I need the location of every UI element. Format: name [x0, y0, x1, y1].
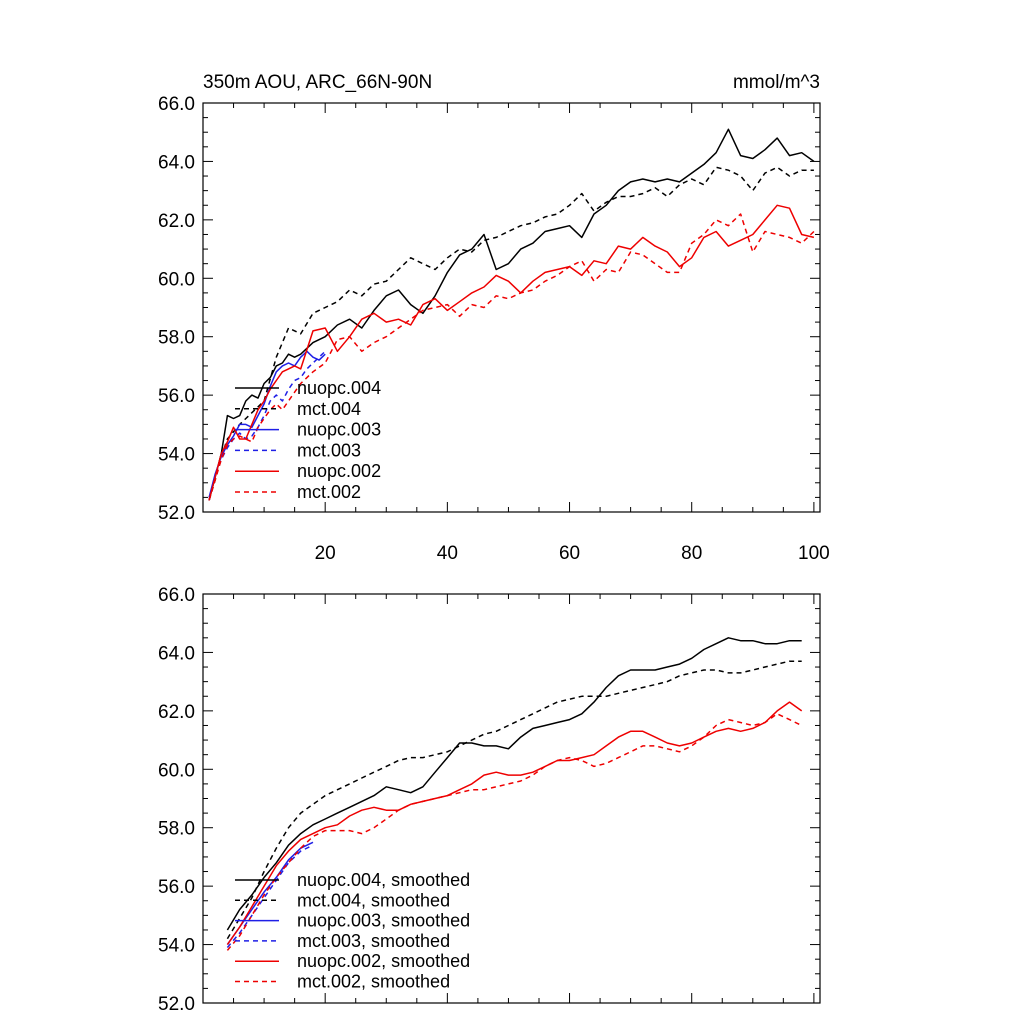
legend-label: nuopc.002	[297, 461, 381, 481]
series-line	[208, 213, 815, 501]
series-line	[226, 844, 314, 948]
y-tick-label: 60.0	[158, 760, 195, 781]
x-tick-label: 40	[437, 543, 458, 564]
series-line	[208, 204, 815, 501]
y-tick-label: 62.0	[158, 211, 195, 232]
y-tick-label: 52.0	[158, 994, 195, 1015]
top-panel-raw: 350m AOU, ARC_66N-90N mmol/m^3 52.054.05…	[158, 72, 830, 564]
legend-label: nuopc.004, smoothed	[297, 870, 470, 890]
x-tick-label: 20	[315, 543, 336, 564]
plot-frame	[202, 593, 821, 1004]
legend-label: nuopc.003	[297, 420, 381, 440]
x-tick-label: 100	[798, 543, 830, 564]
axes: 52.0 54.0 56.0 58.0 60.0 62.0 64.0 66.0	[158, 585, 820, 1015]
series-lines	[226, 637, 803, 951]
legend-label: nuopc.003, smoothed	[297, 911, 470, 931]
legend-label: nuopc.004	[297, 378, 381, 398]
legend-label: mct.003, smoothed	[297, 931, 450, 951]
y-tick-label: 66.0	[158, 585, 195, 606]
series-line	[208, 166, 814, 501]
y-tick-label: 66.0	[158, 94, 195, 115]
series-line	[226, 701, 803, 946]
series-line	[208, 128, 815, 501]
y-tick-label: 64.0	[158, 152, 195, 173]
y-tick-label: 64.0	[158, 643, 195, 664]
series-line	[226, 637, 802, 931]
series-lines	[208, 128, 815, 501]
legend-label: mct.004	[297, 399, 361, 419]
y-tick-label: 60.0	[158, 269, 195, 290]
legend-label: mct.002	[297, 482, 361, 502]
bottom-panel-smoothed: 52.0 54.0 56.0 58.0 60.0 62.0 64.0 66.0 nuopc.0…	[158, 585, 821, 1015]
chart-title: 350m AOU, ARC_66N-90N	[203, 72, 432, 93]
series-line	[226, 713, 803, 951]
plot-frame	[202, 102, 821, 513]
legend-label: mct.002, smoothed	[297, 972, 450, 992]
series-line	[208, 350, 326, 501]
y-tick-label: 56.0	[158, 877, 195, 898]
y-tick-label: 54.0	[158, 936, 195, 957]
legend-label: mct.003	[297, 440, 361, 460]
units-label: mmol/m^3	[733, 72, 820, 93]
y-tick-label: 58.0	[158, 328, 195, 349]
axes: 52.0 54.0 56.0 58.0 60.0 62.0 64.0 66.0 20 40 60 80…	[158, 94, 830, 564]
legend-label: mct.004, smoothed	[297, 890, 450, 910]
x-tick-label: 60	[559, 543, 580, 564]
y-tick-label: 52.0	[158, 503, 195, 524]
y-tick-label: 62.0	[158, 702, 195, 723]
x-tick-label: 80	[681, 543, 702, 564]
y-tick-label: 58.0	[158, 819, 195, 840]
series-line	[226, 660, 802, 940]
y-tick-label: 56.0	[158, 386, 195, 407]
y-tick-label: 54.0	[158, 445, 195, 466]
legend-label: nuopc.002, smoothed	[297, 951, 470, 971]
legend: nuopc.004mct.004nuopc.003mct.003nuopc.00…	[235, 378, 381, 502]
